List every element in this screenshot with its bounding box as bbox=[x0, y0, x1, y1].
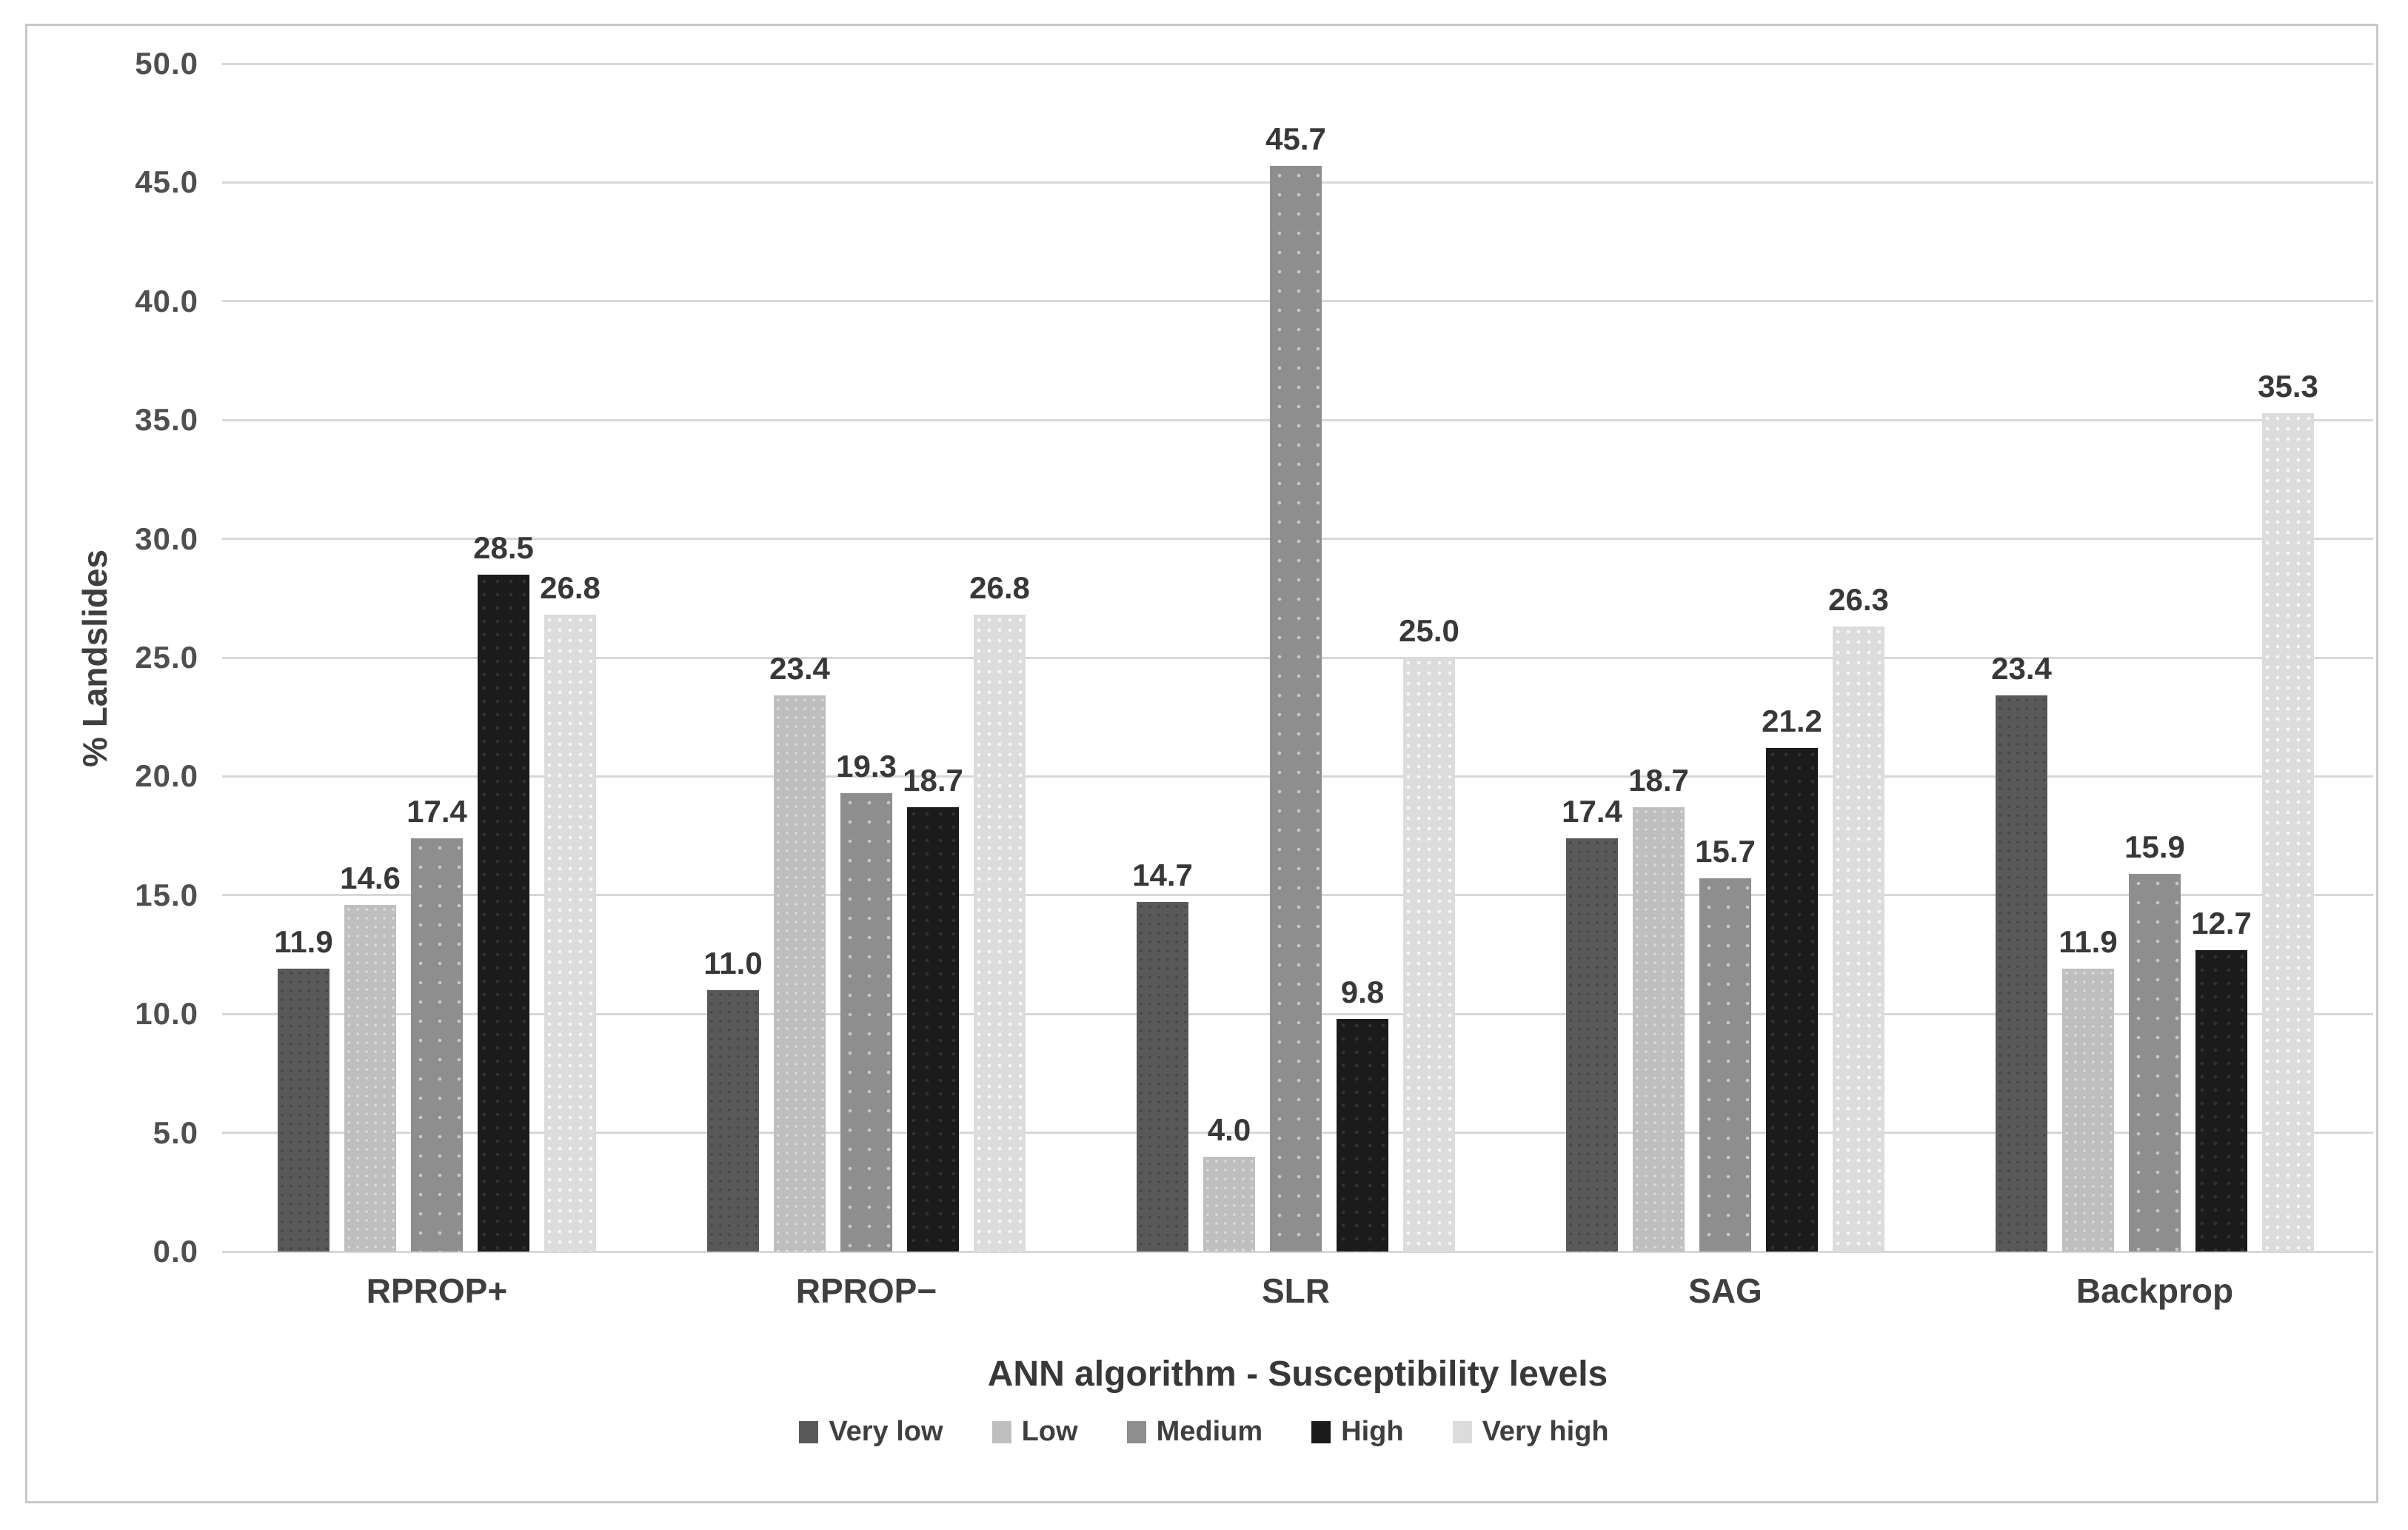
bar-group-backprop: 23.4 11.9 15.9 12.7 35.3 bbox=[1991, 64, 2318, 1252]
bar-high: 18.7 bbox=[903, 763, 963, 1252]
bar-medium: 45.7 bbox=[1265, 121, 1326, 1252]
bar-value-label: 19.3 bbox=[836, 748, 897, 784]
legend-label: Very low bbox=[829, 1416, 943, 1447]
bar-value-label: 23.4 bbox=[1991, 651, 2052, 687]
figure-border bbox=[25, 24, 2378, 1503]
legend-item-very-low: Very low bbox=[799, 1416, 943, 1448]
x-tick-label-backprop: Backprop bbox=[2076, 1272, 2234, 1310]
legend-item-medium: Medium bbox=[1126, 1416, 1263, 1448]
y-tick-label: 45.0 bbox=[135, 164, 198, 200]
x-axis-labels: RPROP+ RPROP− SLR SAG Backprop bbox=[222, 1271, 2373, 1323]
legend-swatch-icon bbox=[1311, 1420, 1331, 1443]
bar-value-label: 11.9 bbox=[274, 924, 333, 960]
bar-group-slr: 14.7 4.0 45.7 9.8 25.0 bbox=[1132, 64, 1459, 1252]
chart-legend: Very low Low Medium High Very high bbox=[0, 1416, 2408, 1448]
bar-value-label: 18.7 bbox=[903, 763, 963, 798]
legend-label: Very high bbox=[1482, 1416, 1609, 1447]
bar-high: 28.5 bbox=[473, 530, 534, 1252]
bar-very-low: 17.4 bbox=[1562, 794, 1622, 1252]
legend-item-very-high: Very high bbox=[1452, 1416, 1609, 1448]
plot-area: 11.9 14.6 17.4 28.5 26.8 11.0 23.4 19.3 18.7 26.8… bbox=[222, 62, 2373, 1253]
bar-medium: 15.7 bbox=[1695, 834, 1756, 1252]
bar-value-label: 15.9 bbox=[2124, 829, 2185, 864]
x-tick-label-rprop: RPROP+ bbox=[366, 1272, 508, 1310]
bar-group-rprop: 11.0 23.4 19.3 18.7 26.8 bbox=[703, 64, 1030, 1252]
legend-swatch-icon bbox=[991, 1420, 1011, 1443]
bar-high: 9.8 bbox=[1337, 975, 1388, 1252]
bar-value-label: 18.7 bbox=[1628, 763, 1689, 798]
bar-low: 4.0 bbox=[1203, 1112, 1255, 1252]
y-tick-label: 30.0 bbox=[135, 521, 198, 556]
bar-value-label: 12.7 bbox=[2191, 905, 2252, 941]
bar-value-label: 14.7 bbox=[1132, 858, 1193, 893]
y-tick-label: 5.0 bbox=[153, 1115, 198, 1150]
x-tick-label-sag: SAG bbox=[1688, 1272, 1762, 1310]
bar-group-rprop: 11.9 14.6 17.4 28.5 26.8 bbox=[274, 64, 601, 1252]
x-tick-label-slr: SLR bbox=[1262, 1272, 1330, 1310]
legend-label: Low bbox=[1021, 1416, 1078, 1447]
x-tick-label-rprop: RPROP− bbox=[795, 1272, 937, 1310]
bar-value-label: 26.3 bbox=[1828, 582, 1889, 618]
legend-swatch-icon bbox=[1126, 1420, 1146, 1443]
bar-very-low: 11.0 bbox=[703, 946, 763, 1252]
bar-value-label: 45.7 bbox=[1265, 121, 1326, 156]
bar-value-label: 17.4 bbox=[407, 793, 467, 829]
legend-swatch-icon bbox=[799, 1420, 819, 1443]
bar-value-label: 11.0 bbox=[703, 946, 763, 981]
y-tick-label: 20.0 bbox=[135, 758, 198, 794]
bar-high: 21.2 bbox=[1762, 704, 1822, 1252]
bar-low: 23.4 bbox=[769, 651, 830, 1252]
bar-very-high: 26.8 bbox=[969, 570, 1030, 1252]
y-tick-label: 25.0 bbox=[135, 640, 198, 675]
bar-very-low: 23.4 bbox=[1991, 651, 2052, 1252]
gridline bbox=[222, 62, 2373, 65]
bar-value-label: 14.6 bbox=[340, 860, 401, 895]
bar-value-label: 25.0 bbox=[1399, 613, 1459, 648]
legend-label: Medium bbox=[1156, 1416, 1263, 1447]
y-tick-label: 35.0 bbox=[135, 402, 198, 438]
y-tick-label: 0.0 bbox=[153, 1234, 198, 1269]
bar-very-high: 26.3 bbox=[1828, 582, 1889, 1252]
bar-value-label: 23.4 bbox=[769, 651, 830, 687]
bar-high: 12.7 bbox=[2191, 906, 2252, 1252]
y-tick-label: 10.0 bbox=[135, 996, 198, 1032]
bar-value-label: 21.2 bbox=[1762, 703, 1822, 738]
bar-medium: 17.4 bbox=[407, 794, 467, 1252]
bar-value-label: 28.5 bbox=[473, 530, 534, 565]
bar-very-high: 25.0 bbox=[1399, 613, 1459, 1252]
bar-very-low: 14.7 bbox=[1132, 858, 1193, 1252]
bar-very-high: 35.3 bbox=[2258, 369, 2318, 1252]
bar-value-label: 11.9 bbox=[2058, 924, 2118, 960]
legend-item-high: High bbox=[1311, 1416, 1404, 1448]
bar-low: 11.9 bbox=[2058, 924, 2118, 1252]
y-tick-label: 15.0 bbox=[135, 877, 198, 912]
bar-medium: 19.3 bbox=[836, 749, 897, 1252]
gridline bbox=[222, 1250, 2373, 1253]
x-axis-title: ANN algorithm - Susceptibility levels bbox=[987, 1354, 1608, 1394]
bar-very-low: 11.9 bbox=[274, 924, 333, 1252]
bar-value-label: 26.8 bbox=[969, 570, 1030, 606]
bar-value-label: 35.3 bbox=[2258, 368, 2318, 404]
bar-value-label: 9.8 bbox=[1340, 974, 1385, 1009]
y-tick-label: 40.0 bbox=[135, 283, 198, 318]
bar-value-label: 15.7 bbox=[1695, 834, 1756, 869]
bar-low: 18.7 bbox=[1628, 763, 1689, 1252]
y-tick-label: 50.0 bbox=[135, 46, 198, 81]
bar-very-high: 26.8 bbox=[540, 570, 601, 1252]
y-axis-ticks: 0.0 5.0 10.0 15.0 20.0 25.0 30.0 35.0 40.0 45.0 50… bbox=[0, 46, 198, 1269]
bar-value-label: 17.4 bbox=[1562, 793, 1622, 829]
bar-group-sag: 17.4 18.7 15.7 21.2 26.3 bbox=[1562, 64, 1889, 1252]
legend-item-low: Low bbox=[991, 1416, 1078, 1448]
bar-value-label: 4.0 bbox=[1207, 1112, 1251, 1147]
legend-label: High bbox=[1341, 1416, 1404, 1447]
legend-swatch-icon bbox=[1452, 1420, 1472, 1443]
bar-medium: 15.9 bbox=[2124, 829, 2185, 1252]
bar-value-label: 26.8 bbox=[540, 570, 601, 606]
bar-low: 14.6 bbox=[340, 861, 401, 1252]
